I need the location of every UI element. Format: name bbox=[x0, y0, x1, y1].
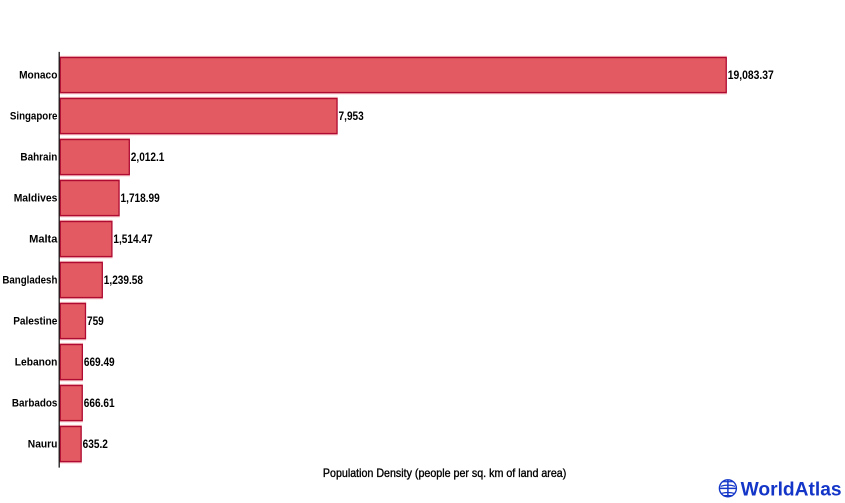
svg-text:19,083.37: 19,083.37 bbox=[728, 68, 774, 82]
svg-text:1,718.99: 1,718.99 bbox=[121, 191, 160, 205]
svg-text:Lebanon: Lebanon bbox=[15, 357, 58, 369]
svg-text:1,239.58: 1,239.58 bbox=[104, 273, 143, 287]
svg-text:Maldives: Maldives bbox=[14, 193, 58, 205]
svg-text:Barbados: Barbados bbox=[12, 398, 58, 410]
svg-text:635.2: 635.2 bbox=[83, 437, 108, 451]
svg-text:Palestine: Palestine bbox=[13, 316, 57, 328]
svg-text:Nauru: Nauru bbox=[28, 439, 58, 451]
svg-text:Population Density (people per: Population Density (people per sq. km of… bbox=[323, 466, 566, 480]
svg-text:7,953: 7,953 bbox=[339, 109, 364, 123]
svg-text:1,514.47: 1,514.47 bbox=[113, 232, 152, 246]
svg-text:2,012.1: 2,012.1 bbox=[131, 150, 165, 164]
svg-text:Singapore: Singapore bbox=[10, 111, 58, 123]
svg-text:Bangladesh: Bangladesh bbox=[2, 275, 57, 287]
svg-text:Bahrain: Bahrain bbox=[20, 152, 57, 164]
svg-text:Malta: Malta bbox=[29, 234, 58, 246]
svg-text:WorldAtlas: WorldAtlas bbox=[741, 479, 842, 500]
svg-text:Monaco: Monaco bbox=[19, 70, 58, 82]
svg-text:669.49: 669.49 bbox=[84, 355, 115, 369]
svg-text:759: 759 bbox=[87, 314, 104, 328]
svg-text:666.61: 666.61 bbox=[84, 396, 115, 410]
